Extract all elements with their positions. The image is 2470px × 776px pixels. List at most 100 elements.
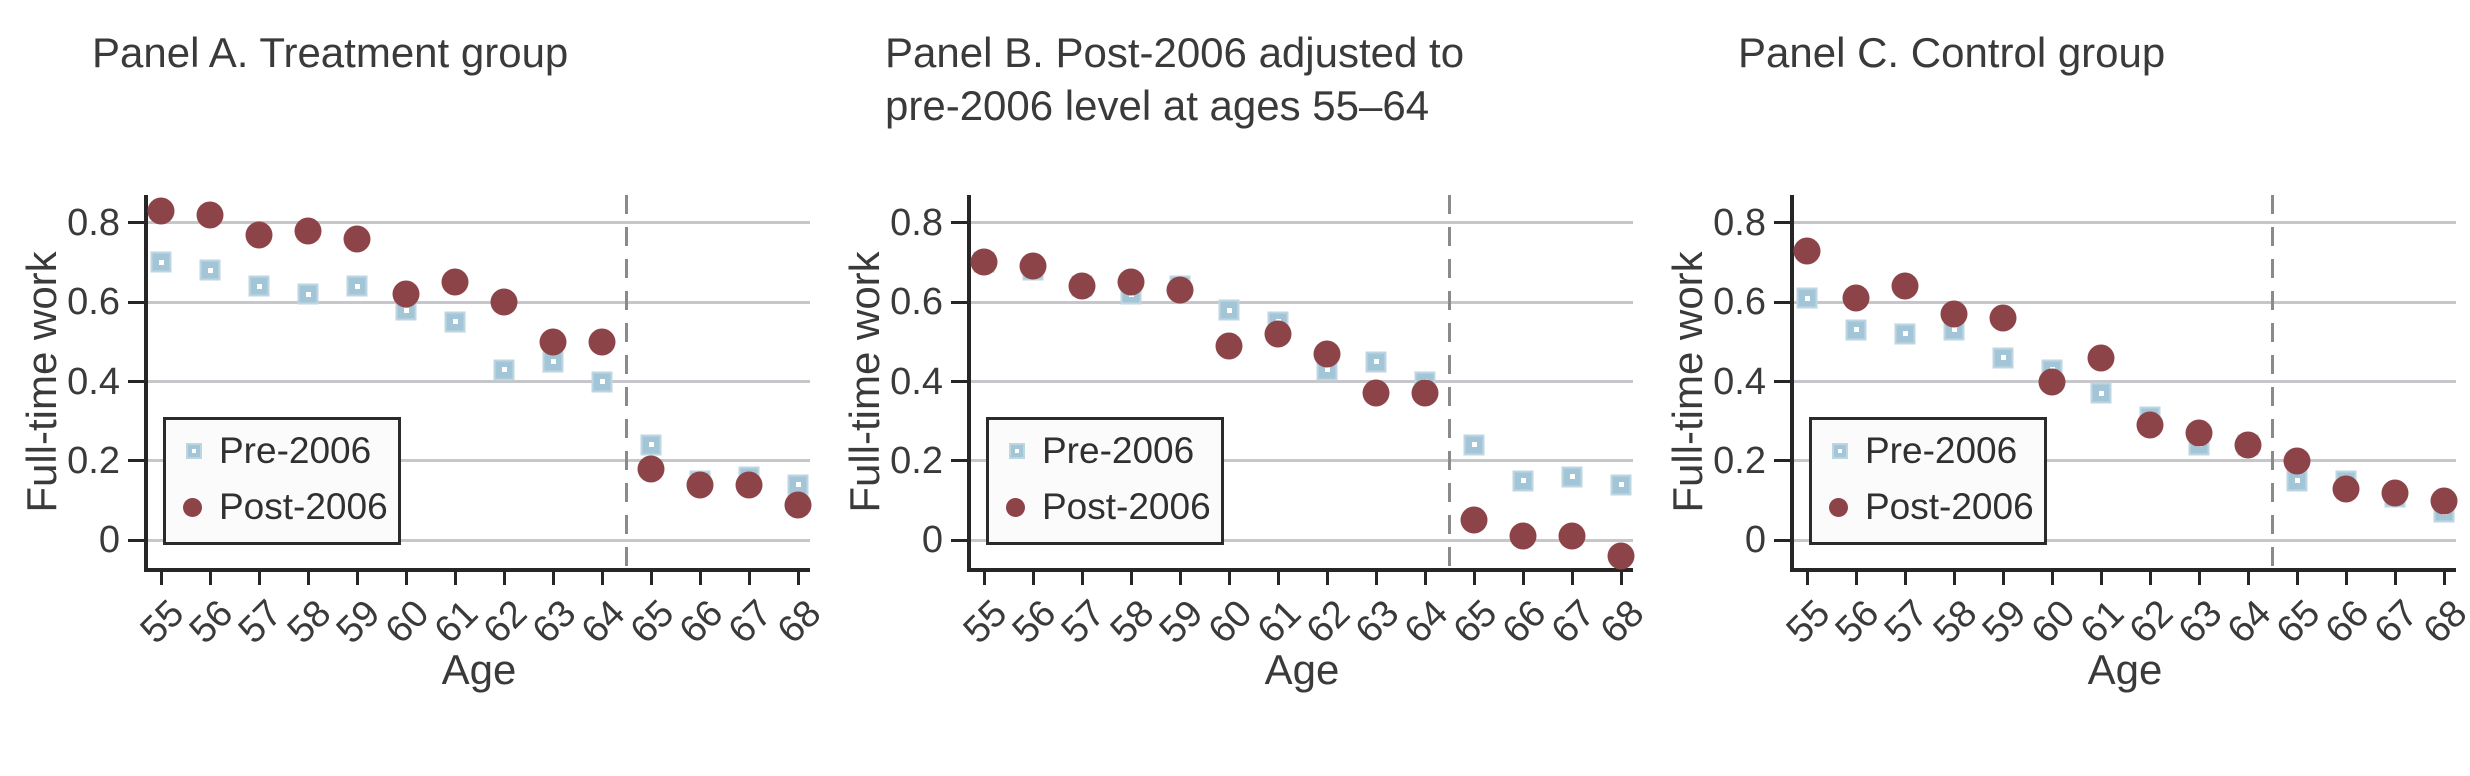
post-2006-data-point bbox=[441, 268, 469, 296]
post-2006-data-point bbox=[490, 288, 518, 316]
x-tick-mark bbox=[1227, 572, 1231, 585]
y-axis-line bbox=[967, 195, 971, 572]
x-tick-mark bbox=[982, 572, 986, 585]
x-axis-line bbox=[967, 568, 1633, 572]
post-2006-data-point bbox=[1215, 332, 1243, 360]
pre-2006-square-icon bbox=[1009, 443, 1025, 459]
x-tick-label: 68 bbox=[2415, 592, 2470, 652]
retirement-age-dashed-line bbox=[1448, 195, 1451, 568]
post-2006-data-point bbox=[245, 221, 273, 249]
y-tick-mark bbox=[951, 300, 967, 304]
y-tick-label: 0.6 bbox=[67, 281, 120, 324]
post-2006-data-point bbox=[147, 197, 175, 225]
pre-2006-data-point bbox=[1365, 351, 1387, 373]
y-tick-label: 0.2 bbox=[1713, 439, 1766, 482]
legend-label-post: Post-2006 bbox=[1865, 486, 2034, 527]
x-tick-mark bbox=[208, 572, 212, 585]
pre-2006-data-point bbox=[2090, 382, 2112, 404]
post-2006-data-point bbox=[1607, 542, 1635, 570]
gridline bbox=[1794, 380, 2456, 383]
pre-2006-data-point bbox=[346, 275, 368, 297]
pre-2006-data-point bbox=[493, 359, 515, 381]
panel-a-treatment-group: Panel A. Treatment group Full-time work … bbox=[0, 0, 829, 776]
plot-area: Pre-2006 Post-2006 0.8 0.6 0.4 0.2 0 55 56 57 58… bbox=[67, 195, 829, 652]
pre-2006-data-point bbox=[297, 283, 319, 305]
gridline bbox=[148, 538, 810, 542]
gridline bbox=[148, 459, 810, 463]
post-2006-data-point bbox=[1019, 252, 1047, 280]
gridline bbox=[1794, 300, 2456, 304]
post-2006-data-point bbox=[343, 225, 371, 253]
y-tick-label: 0.4 bbox=[890, 360, 943, 403]
post-2006-data-point bbox=[392, 280, 420, 308]
post-2006-data-point bbox=[2185, 419, 2213, 447]
x-axis-line bbox=[1790, 568, 2456, 572]
panel-title: Panel C. Control group bbox=[1738, 26, 2165, 79]
x-tick-mark bbox=[796, 572, 800, 585]
panel-c-control-group: Panel C. Control group Full-time work Pr… bbox=[1646, 0, 2470, 776]
post-2006-circle-icon bbox=[1829, 497, 1848, 517]
post-2006-data-point bbox=[735, 471, 763, 499]
pre-2006-data-point bbox=[1561, 466, 1583, 488]
y-tick-mark bbox=[1774, 380, 1790, 383]
x-tick-mark bbox=[747, 572, 751, 585]
post-2006-data-point bbox=[1411, 379, 1439, 407]
post-2006-data-point bbox=[1558, 522, 1586, 550]
gridline bbox=[971, 380, 1633, 383]
post-2006-data-point bbox=[1509, 522, 1537, 550]
legend: Pre-2006 Post-2006 bbox=[163, 417, 401, 545]
panel-title-line2: pre-2006 level at ages 55–64 bbox=[885, 82, 1430, 129]
x-tick-label: 68 bbox=[1592, 592, 1652, 652]
x-axis-line bbox=[144, 568, 810, 572]
y-tick-label: 0.6 bbox=[890, 281, 943, 324]
post-2006-data-point bbox=[1793, 237, 1821, 265]
gridline bbox=[1794, 459, 2456, 463]
post-2006-data-point bbox=[1068, 272, 1096, 300]
legend-row-pre: Pre-2006 bbox=[989, 426, 1221, 476]
gridline bbox=[971, 459, 1633, 463]
y-tick-label: 0.8 bbox=[67, 201, 120, 244]
pre-2006-data-point bbox=[1512, 470, 1534, 492]
plot-area: Pre-2006 Post-2006 0.8 0.6 0.4 0.2 0 55 56 57 58… bbox=[1713, 195, 2470, 652]
panel-title: Panel A. Treatment group bbox=[92, 26, 568, 79]
x-tick-mark bbox=[306, 572, 310, 585]
gridline bbox=[971, 538, 1633, 542]
y-tick-mark bbox=[951, 538, 967, 542]
x-axis-title: Age bbox=[2087, 646, 2163, 693]
x-tick-mark bbox=[649, 572, 653, 585]
x-tick-mark bbox=[551, 572, 555, 585]
y-tick-label: 0.2 bbox=[67, 439, 120, 482]
post-2006-data-point bbox=[539, 328, 567, 356]
pre-2006-data-point bbox=[444, 311, 466, 333]
y-tick-mark bbox=[1774, 300, 1790, 304]
post-2006-data-point bbox=[1166, 276, 1194, 304]
x-tick-mark bbox=[2099, 572, 2103, 585]
panel-title-line1: Panel A. Treatment group bbox=[92, 29, 569, 76]
x-axis-title: Age bbox=[1264, 646, 1340, 693]
post-2006-data-point bbox=[294, 217, 322, 245]
x-tick-mark bbox=[502, 572, 506, 585]
post-2006-data-point bbox=[784, 491, 812, 518]
legend-row-pre: Pre-2006 bbox=[166, 426, 398, 476]
post-2006-circle-icon bbox=[183, 497, 202, 517]
pre-2006-data-point bbox=[640, 434, 662, 456]
post-2006-data-point bbox=[1460, 506, 1488, 534]
post-2006-data-point bbox=[2234, 431, 2262, 459]
panel-title-line1: Panel B. Post-2006 adjusted to bbox=[885, 29, 1465, 76]
y-tick-mark bbox=[128, 300, 144, 304]
y-axis-line bbox=[144, 195, 148, 572]
post-2006-circle-icon bbox=[1006, 497, 1025, 517]
y-tick-mark bbox=[128, 459, 144, 463]
x-tick-mark bbox=[1423, 572, 1427, 585]
post-2006-data-point bbox=[2283, 447, 2311, 475]
legend-label-pre: Pre-2006 bbox=[219, 430, 372, 471]
post-2006-data-point bbox=[1117, 268, 1145, 296]
y-tick-mark bbox=[951, 459, 967, 463]
x-tick-mark bbox=[1903, 572, 1907, 585]
pre-2006-data-point bbox=[248, 275, 270, 297]
gridline bbox=[148, 380, 810, 383]
post-2006-data-point bbox=[1313, 340, 1341, 368]
x-tick-mark bbox=[1178, 572, 1182, 585]
legend: Pre-2006 Post-2006 bbox=[1809, 417, 2047, 545]
y-tick-mark bbox=[1774, 221, 1790, 225]
